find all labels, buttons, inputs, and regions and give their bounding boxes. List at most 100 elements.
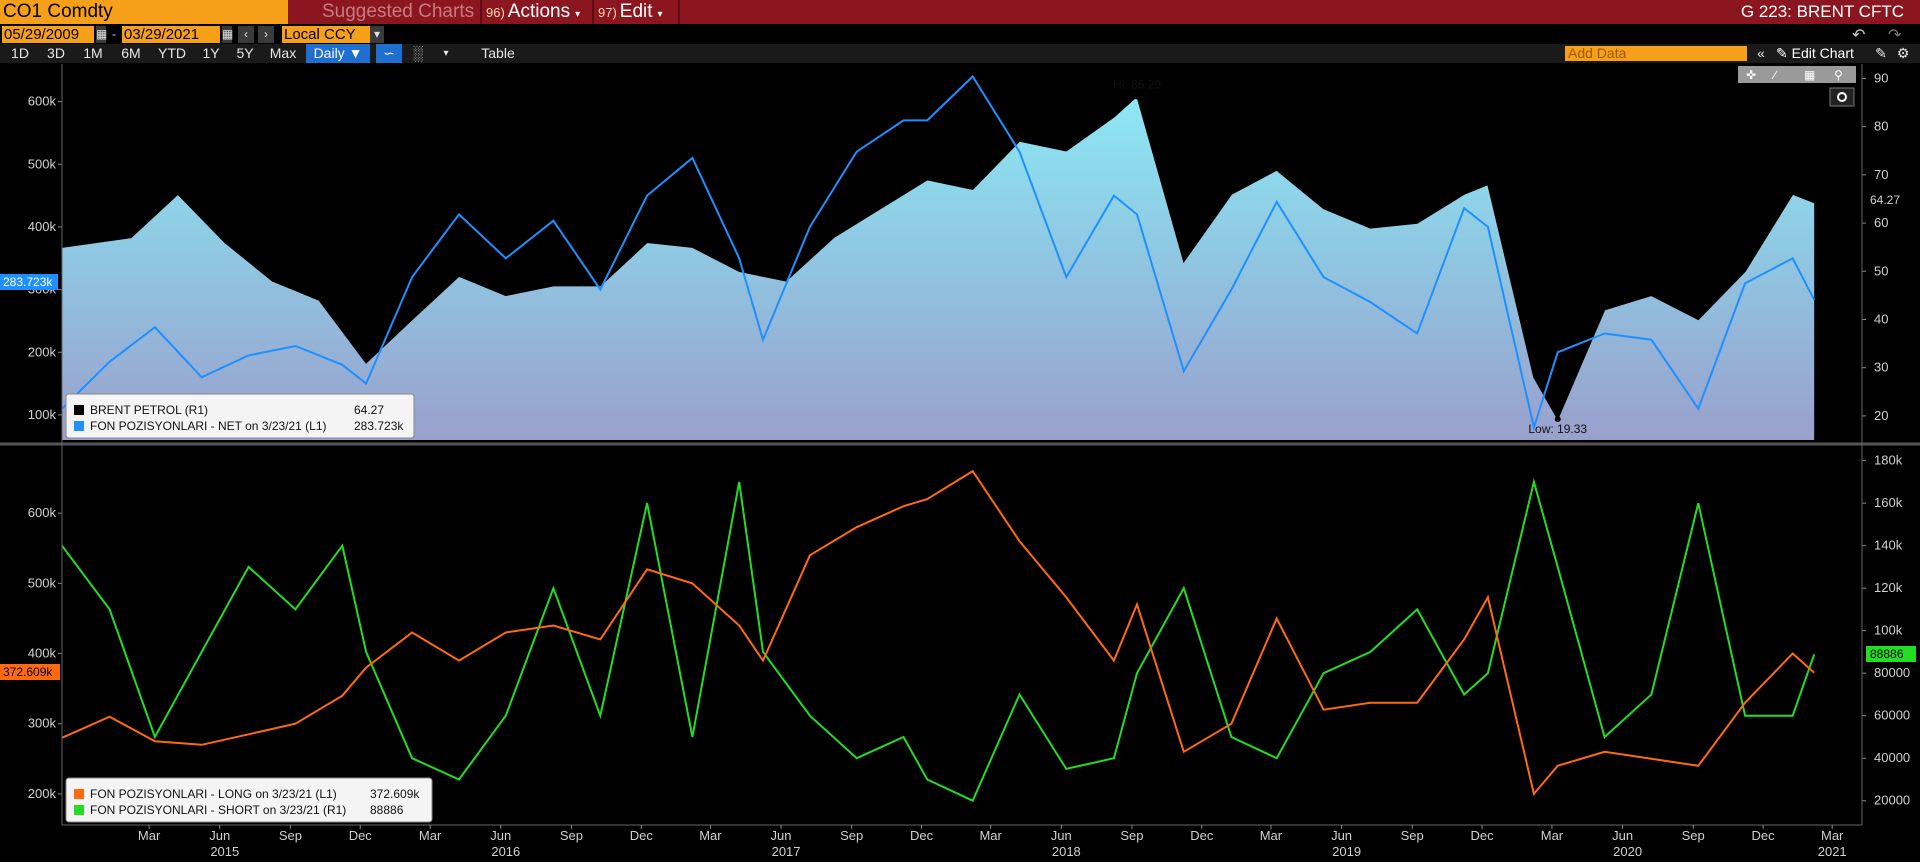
range-1y-button[interactable]: 1Y xyxy=(202,45,220,61)
caret-down-icon: ▼ xyxy=(348,45,363,61)
x-axis-month-tick: Mar xyxy=(1821,828,1844,843)
brent-line xyxy=(61,95,1815,421)
calendar-icon[interactable]: ▦ xyxy=(222,26,234,43)
high-marker xyxy=(1133,93,1140,100)
x-axis-year-tick: 2021 xyxy=(1818,844,1847,859)
top-right-axis-tick: 20 xyxy=(1874,408,1888,423)
redo-icon[interactable]: ↷ xyxy=(1888,27,1902,44)
gear-icon[interactable]: ⚙ xyxy=(1896,45,1910,61)
record-button[interactable] xyxy=(1829,87,1855,107)
edit-chart-button[interactable]: ✎ Edit Chart xyxy=(1776,44,1854,63)
range-5y-button[interactable]: 5Y xyxy=(236,45,254,61)
bottom-left-axis-tick: 500k xyxy=(28,575,57,590)
x-axis-month-tick: Dec xyxy=(1752,828,1776,843)
bottom-right-axis-tick: 20000 xyxy=(1874,793,1910,808)
menu-separator xyxy=(480,0,482,24)
edit-icon[interactable]: ✎ xyxy=(1875,45,1887,61)
start-date-field[interactable]: 05/29/2009 xyxy=(2,26,94,43)
top-legend: BRENT PETROL (R1) 64.27 FON POZISYONLARI… xyxy=(65,393,415,439)
crosshair-icon[interactable]: ✜ xyxy=(1746,68,1756,82)
long-last-value: 372.609k xyxy=(3,665,53,679)
range-toolbar: 1D 3D 1M 6M YTD 1Y 5Y Max Daily ▼ ∽ ░ ▾ … xyxy=(0,44,1920,63)
screen-title: G 223: BRENT CFTC xyxy=(1740,2,1904,21)
x-axis-month-tick: Mar xyxy=(138,828,161,843)
long-last-flag xyxy=(0,664,60,680)
security-ticker-field[interactable]: CO1 Comdty xyxy=(0,0,288,24)
brent-last-value: 64.27 xyxy=(1870,193,1900,207)
end-date-field[interactable]: 03/29/2021 xyxy=(122,26,220,43)
range-max-button[interactable]: Max xyxy=(269,45,297,61)
suggested-charts-menu[interactable]: Suggested Charts xyxy=(322,0,474,24)
calendar-icon[interactable]: ▦ xyxy=(96,26,108,43)
top-right-axis-tick: 70 xyxy=(1874,167,1888,182)
next-period-button[interactable]: › xyxy=(258,26,274,43)
bottom-right-axis-tick: 80000 xyxy=(1874,665,1910,680)
bottom-right-last-value-flag: 88886 xyxy=(1866,646,1916,662)
record-icon xyxy=(1837,92,1847,102)
add-data-input[interactable]: Add Data xyxy=(1565,46,1747,61)
top-left-axis-tick: 100k xyxy=(28,407,57,422)
top-left-axis-tick: 400k xyxy=(28,219,57,234)
edit-menu[interactable]: 97) Edit ▾ xyxy=(598,0,663,24)
range-1d-button[interactable]: 1D xyxy=(11,45,29,61)
currency-dropdown[interactable]: Local CCY xyxy=(282,26,377,43)
double-chevron-left-icon[interactable]: « xyxy=(1757,45,1765,61)
x-axis-month-tick: Sep xyxy=(560,828,583,843)
low-marker xyxy=(1554,416,1561,423)
bar-chart-icon[interactable]: ░ xyxy=(413,45,423,61)
bottom-left-axis-tick: 200k xyxy=(28,786,57,801)
frequency-dropdown[interactable]: Daily ▼ xyxy=(306,44,370,63)
range-ytd-button[interactable]: YTD xyxy=(158,45,186,61)
brent-legend-swatch xyxy=(74,405,84,415)
x-axis-month-tick: Mar xyxy=(419,828,442,843)
pencil-icon: ✎ xyxy=(1776,45,1788,61)
x-axis-month-tick: Sep xyxy=(840,828,863,843)
x-axis-month-tick: Jun xyxy=(209,828,230,843)
menu-separator xyxy=(592,0,594,24)
table-button[interactable]: Table xyxy=(481,45,515,61)
x-axis-month-tick: Mar xyxy=(979,828,1002,843)
net-last-value: 283.723k xyxy=(3,275,53,289)
suggested-charts-label: Suggested Charts xyxy=(322,1,475,22)
short-legend-value: 88886 xyxy=(370,803,404,817)
bottom-left-last-value-flag: 372.609k xyxy=(0,664,60,680)
caret-down-icon: ▾ xyxy=(657,9,663,20)
long-legend-label: FON POZISYONLARI - LONG on 3/23/21 (L1) xyxy=(90,787,337,801)
actions-menu[interactable]: 96) Actions ▾ xyxy=(486,0,580,24)
x-axis-month-tick: Sep xyxy=(1401,828,1424,843)
x-axis-month-tick: Jun xyxy=(1051,828,1072,843)
range-1m-button[interactable]: 1M xyxy=(83,45,103,61)
short-last-flag xyxy=(1866,646,1916,662)
bottom-legend-box xyxy=(65,777,433,823)
x-axis-month-tick: Sep xyxy=(279,828,302,843)
range-6m-button[interactable]: 6M xyxy=(121,45,141,61)
chevron-down-icon[interactable]: ▾ xyxy=(370,26,384,43)
undo-icon[interactable]: ↶ xyxy=(1852,27,1866,44)
net-positions-line xyxy=(61,74,1816,432)
previous-period-button[interactable]: ‹ xyxy=(238,26,254,43)
line-chart-icon[interactable]: ∽ xyxy=(376,44,402,63)
long-positions-line xyxy=(61,469,1815,797)
short-positions-line xyxy=(61,477,1816,803)
dash-separator: - xyxy=(108,26,120,43)
bottom-right-axis-tick: 60000 xyxy=(1874,708,1910,723)
zoom-icon[interactable]: ⚲ xyxy=(1834,68,1843,82)
draw-line-icon[interactable]: ∕ xyxy=(1771,68,1778,82)
bottom-left-axis-tick: 300k xyxy=(28,716,57,731)
short-last-value: 88886 xyxy=(1870,647,1904,661)
x-axis-year-tick: 2019 xyxy=(1332,844,1361,859)
long-legend-value: 372.609k xyxy=(370,787,420,801)
bottom-left-axis-tick: 600k xyxy=(28,505,57,520)
chart-type-dropdown-icon[interactable]: ▾ xyxy=(443,48,449,59)
chart-tools-bar xyxy=(1738,66,1856,83)
bottom-left-axis-tick: 400k xyxy=(28,646,57,661)
low-annotation: Low: 19.33 xyxy=(1528,416,1587,436)
x-axis-month-tick: Jun xyxy=(771,828,792,843)
x-axis-year-tick: 2015 xyxy=(210,844,239,859)
edit-menu-number: 97) xyxy=(598,5,617,20)
date-range-bar: 05/29/2009 ▦ - 03/29/2021 ▦ ‹ › Local CC… xyxy=(0,24,1920,44)
top-right-axis-tick: 60 xyxy=(1874,215,1888,230)
annotation-icon[interactable]: ▦ xyxy=(1804,68,1815,82)
range-3d-button[interactable]: 3D xyxy=(47,45,65,61)
